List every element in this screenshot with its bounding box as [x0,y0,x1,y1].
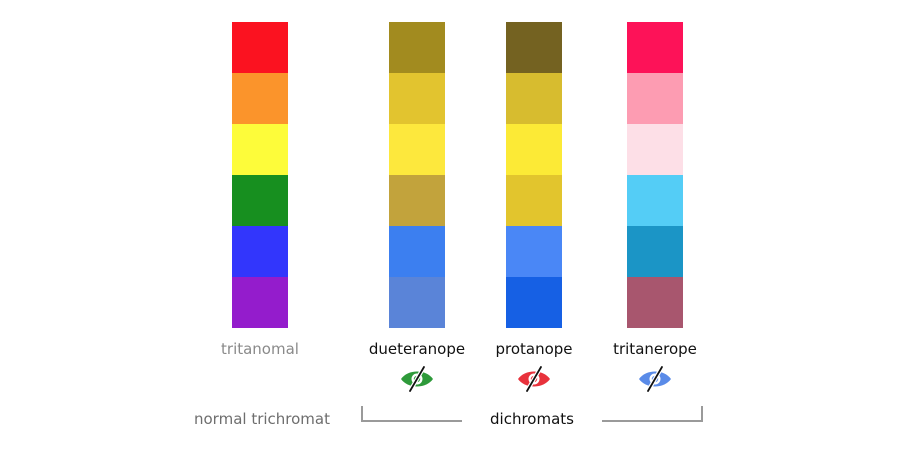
color-swatch [389,73,445,124]
swatch-column-dueteranope [389,22,445,328]
color-swatch [389,124,445,175]
color-swatch [506,73,562,124]
color-swatch [506,226,562,277]
color-swatch [389,22,445,73]
color-swatch [389,277,445,328]
group-label-dichromats: dichromats [462,410,602,428]
color-swatch [627,73,683,124]
color-swatch [389,175,445,226]
column-label-tritanomal: tritanomal [221,340,299,358]
eye-slash-icon [639,366,671,392]
swatch-column-protanope [506,22,562,328]
color-swatch [232,175,288,226]
color-swatch [627,22,683,73]
color-swatch [232,22,288,73]
color-swatch [389,226,445,277]
color-swatch [627,277,683,328]
color-swatch [232,124,288,175]
column-label-dueteranope: dueteranope [368,340,466,358]
color-swatch [506,175,562,226]
color-swatch [627,226,683,277]
color-swatch [232,226,288,277]
eye-slash-icon [518,366,550,392]
swatch-column-tritanerope [627,22,683,328]
color-swatch [506,277,562,328]
color-swatch [232,277,288,328]
color-swatch [627,124,683,175]
color-swatch [506,124,562,175]
eye-slash-icon [401,366,433,392]
color-swatch [232,73,288,124]
swatch-column-tritanomal [232,22,288,328]
column-label-protanope: protanope [495,340,573,358]
color-swatch [506,22,562,73]
group-label-normal-trichromat: normal trichromat [194,410,330,428]
column-label-tritanerope: tritanerope [613,340,697,358]
color-swatch [627,175,683,226]
